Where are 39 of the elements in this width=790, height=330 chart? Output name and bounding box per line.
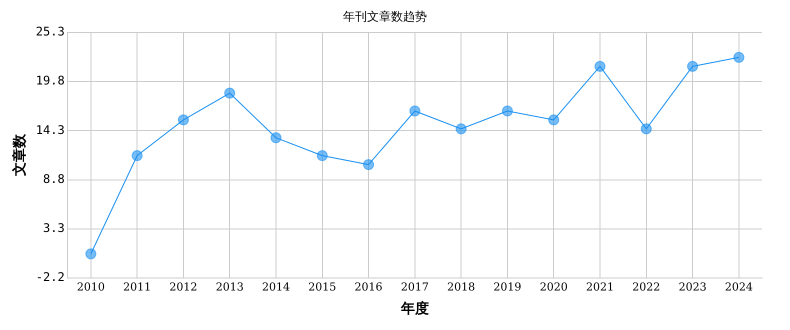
chart-title: 年刊文章数趋势 bbox=[343, 9, 427, 24]
y-tick-label: 3.3 bbox=[43, 221, 65, 236]
y-tick-label: 19.8 bbox=[36, 74, 65, 88]
x-tick-label: 2020 bbox=[540, 280, 568, 294]
x-axis-title: 年度 bbox=[400, 300, 429, 318]
point bbox=[502, 105, 513, 116]
x-tick-label: 2022 bbox=[632, 280, 660, 294]
x-tick-label: 2024 bbox=[724, 280, 753, 294]
y-axis-title: 文章数 bbox=[11, 133, 28, 178]
x-tick-label: 2010 bbox=[76, 280, 105, 294]
x-tick-label: 2016 bbox=[354, 280, 383, 294]
point bbox=[270, 132, 282, 144]
y-tick-label: 25.3 bbox=[36, 24, 65, 39]
point bbox=[224, 88, 236, 99]
x-tick-label: 2017 bbox=[400, 280, 429, 294]
point bbox=[85, 248, 96, 260]
x-tick-label: 2012 bbox=[169, 280, 198, 294]
x-tick-label: 2019 bbox=[493, 280, 522, 294]
x-tick-label: 2021 bbox=[586, 280, 614, 294]
point bbox=[594, 60, 606, 72]
point bbox=[178, 114, 189, 126]
point bbox=[456, 123, 467, 134]
point bbox=[409, 105, 420, 116]
point bbox=[548, 114, 560, 126]
y-tick-label: -2.2 bbox=[36, 270, 65, 284]
x-tick-label: 2023 bbox=[678, 280, 707, 294]
point bbox=[132, 150, 143, 162]
point bbox=[363, 159, 374, 170]
x-tick-label: 2014 bbox=[262, 280, 290, 294]
point bbox=[687, 60, 698, 72]
point bbox=[316, 150, 328, 162]
y-tick-label: 8.8 bbox=[43, 172, 65, 186]
x-tick-label: 2013 bbox=[216, 280, 244, 294]
x-tick-label: 2015 bbox=[308, 280, 336, 294]
x-tick-label: 2011 bbox=[123, 280, 152, 294]
x-tick-label: 2018 bbox=[447, 280, 476, 294]
point bbox=[640, 123, 652, 134]
point bbox=[733, 52, 744, 63]
y-tick-label: 14.3 bbox=[36, 122, 65, 137]
